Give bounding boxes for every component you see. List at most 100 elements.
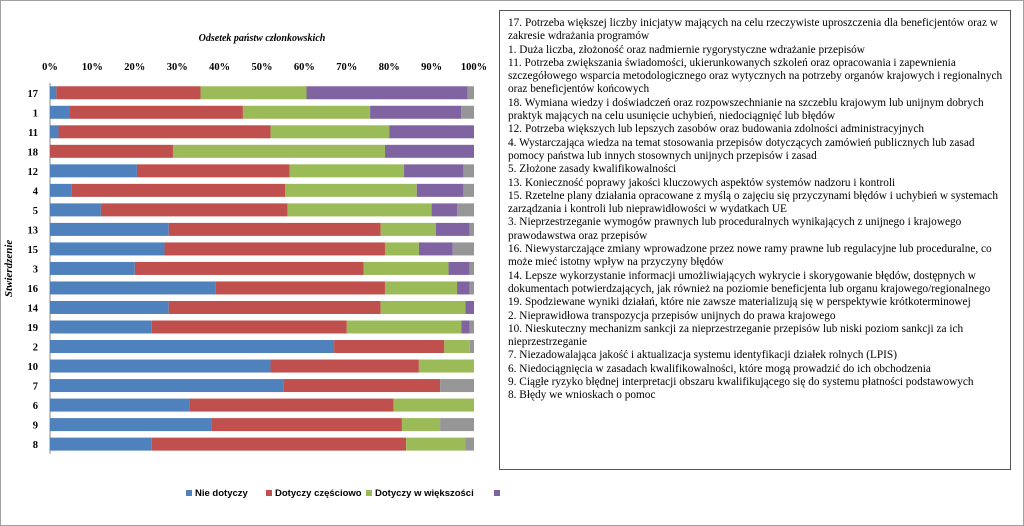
statement-item: 1. Duża liczba, złożoność oraz nadmierni… — [508, 44, 1004, 57]
y-tick-label: 18 — [28, 147, 39, 158]
bar-segment — [370, 105, 462, 119]
bar-segment — [50, 242, 165, 256]
y-tick-label: 16 — [28, 284, 39, 295]
statement-item: 11. Potrzeba zwiększania świadomości, uk… — [508, 57, 1004, 97]
statement-item: 9. Ciągłe ryzyko błędnej interpretacji o… — [508, 376, 1004, 389]
bar-segment — [215, 281, 385, 295]
x-tick-label: 20% — [124, 62, 145, 73]
bar-segment — [465, 300, 474, 314]
statement-text: 1. Duża liczba, złożoność oraz nadmierni… — [508, 43, 865, 56]
bar-segment — [384, 281, 458, 295]
bar-segment — [384, 144, 474, 158]
statement-text: 7. Niezadowalająca jakość i aktualizacja… — [508, 349, 897, 362]
y-tick-label: 14 — [28, 303, 39, 314]
bar-segment — [151, 437, 407, 451]
bar-segment — [401, 418, 441, 432]
legend-entry-label: Dotyczy częściowo — [275, 488, 362, 499]
y-tick-label: 13 — [28, 225, 39, 236]
bar-segment — [71, 183, 286, 197]
bar-segment — [50, 164, 137, 178]
bar-segment — [58, 125, 271, 139]
y-tick-label: 12 — [28, 167, 39, 178]
bar-segment — [418, 242, 453, 256]
bar-segment — [469, 222, 474, 236]
bar-segment — [461, 105, 474, 119]
bar-segment — [363, 261, 449, 275]
bar-segment — [463, 183, 474, 197]
legend-swatch — [366, 490, 372, 496]
statement-text: 8. Błędy we wnioskach o pomoc — [508, 389, 656, 402]
bar-segment — [270, 359, 419, 373]
bar-segment — [461, 320, 470, 334]
bar-segment — [50, 320, 152, 334]
y-tick-label: 1 — [33, 108, 38, 119]
bar-segment — [285, 183, 417, 197]
x-tick-label: 90% — [421, 62, 442, 73]
statement-item: 2. Nieprawidłowa transpozycja przepisów … — [508, 310, 1004, 323]
y-tick-label: 6 — [33, 401, 38, 412]
bar-segment — [242, 105, 371, 119]
statement-item: 15. Rzetelne plany działania opracowane … — [508, 190, 1004, 217]
bar-segment — [287, 203, 432, 217]
bar-segment — [289, 164, 405, 178]
x-tick-label: 70% — [336, 62, 357, 73]
bar-segment — [393, 398, 474, 412]
bar-segment — [172, 144, 385, 158]
statement-legend-panel: 17. Potrzeba większej liczby inicjatyw m… — [499, 10, 1011, 470]
statement-text: 16. Niewystarczające zmiany wprowadzone … — [508, 243, 992, 269]
bar-segment — [469, 261, 474, 275]
y-tick-label: 10 — [28, 362, 39, 373]
bar-segment — [69, 105, 243, 119]
bar-segment — [380, 300, 466, 314]
y-tick-label: 17 — [28, 89, 39, 100]
legend-entry-label: Nie dotyczy — [195, 488, 249, 499]
bar-segment — [134, 261, 364, 275]
bar-segment — [444, 340, 470, 354]
statement-text: 11. Potrzeba zwiększania świadomości, uk… — [508, 56, 1003, 96]
bar-segment — [151, 320, 347, 334]
statement-item: 18. Wymiana wiedzy i doświadczeń oraz ro… — [508, 97, 1004, 124]
statement-item: 19. Spodziewane wyniki działań, które ni… — [508, 296, 1004, 309]
chart-title: Odsetek państw członkowskich — [199, 33, 326, 44]
bar-segment — [384, 242, 419, 256]
legend-swatch — [186, 490, 192, 496]
bar-segment — [467, 86, 474, 100]
statement-item: 7. Niezadowalająca jakość i aktualizacja… — [508, 349, 1004, 362]
bar-segment — [50, 281, 216, 295]
statement-text: 18. Wymiana wiedzy i doświadczeń oraz ro… — [508, 96, 984, 123]
statement-text: 2. Nieprawidłowa transpozycja przepisów … — [508, 309, 836, 322]
x-tick-label: 50% — [252, 62, 273, 73]
bar-segment — [50, 125, 59, 139]
bar-segment — [50, 261, 135, 275]
statement-text: 10. Nieskuteczny mechanizm sankcji za ni… — [508, 322, 964, 349]
x-tick-label: 100% — [461, 62, 487, 73]
statement-item: 12. Potrzeba większych lub lepszych zaso… — [508, 123, 1004, 136]
x-tick-label: 0% — [42, 62, 58, 73]
bar-segment — [211, 418, 402, 432]
y-tick-label: 3 — [33, 264, 38, 275]
statement-item: 17. Potrzeba większej liczby inicjatyw m… — [508, 17, 1004, 44]
bar-segment — [50, 418, 212, 432]
bar-segment — [457, 203, 474, 217]
statement-item: 4. Wystarczająca wiedza na temat stosowa… — [508, 137, 1004, 164]
statement-item: 10. Nieskuteczny mechanizm sankcji za ni… — [508, 323, 1004, 350]
bar-segment — [448, 261, 470, 275]
bar-segment — [431, 203, 458, 217]
bar-segment — [50, 340, 335, 354]
bar-segment — [136, 164, 290, 178]
bar-segment — [389, 125, 474, 139]
bar-segment — [418, 359, 474, 373]
statement-text: 14. Lepsze wykorzystanie informacji umoż… — [508, 269, 991, 295]
bar-segment — [270, 125, 390, 139]
bar-segment — [463, 164, 474, 178]
y-axis-label: Stwierdzenie — [3, 240, 15, 298]
bar-segment — [50, 86, 57, 100]
bar-segment — [50, 222, 169, 236]
statement-text: 9. Ciągłe ryzyko błędnej interpretacji o… — [508, 376, 974, 389]
x-tick-label: 10% — [82, 62, 103, 73]
x-tick-label: 40% — [209, 62, 230, 73]
bar-segment — [440, 379, 474, 393]
y-tick-label: 19 — [28, 323, 39, 334]
bar-segment — [406, 437, 466, 451]
statement-text: 17. Potrzeba większej liczby inicjatyw m… — [508, 17, 998, 43]
